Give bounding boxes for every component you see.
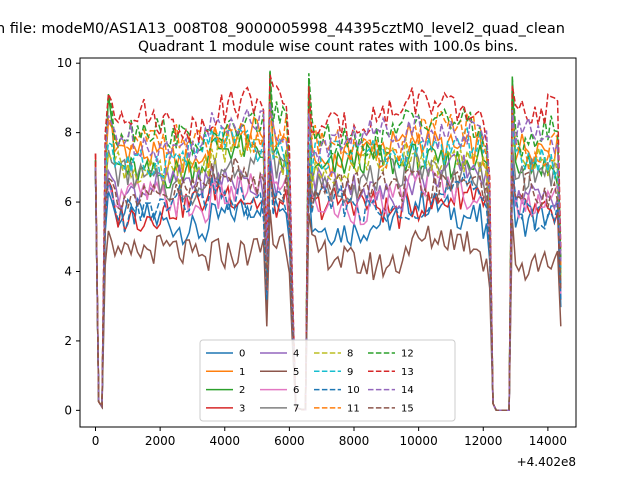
series-line-12 [94,70,562,412]
x-tick-label: 6000 [274,434,305,448]
legend-label-12: 12 [401,349,414,360]
series-line-0 [94,172,562,412]
plot-lines [94,70,562,412]
series-line-10 [94,161,562,412]
chart-title: Quadrant 1 module wise count rates with … [138,39,518,55]
legend-box [199,339,456,422]
y-tick-label: 10 [57,56,72,70]
x-tick-label: 2000 [145,434,176,448]
legend-label-9: 9 [347,367,353,378]
x-tick-label: 12000 [464,434,502,448]
y-tick-label: 0 [64,403,72,417]
legend-label-8: 8 [347,349,353,360]
x-axis-offset-label: +4.402e8 [517,455,576,469]
series-line-7 [94,134,562,412]
x-tick-label: 0 [92,434,100,448]
x-tick-label: 14000 [529,434,567,448]
legend-label-15: 15 [401,403,414,414]
x-axis: 0 2000 4000 6000 8000 10000 12000 14000 [92,427,567,448]
legend-label-6: 6 [293,385,299,396]
legend-label-0: 0 [239,349,245,360]
series-line-8 [94,131,562,412]
series-line-13 [94,74,562,412]
legend-label-4: 4 [293,349,299,360]
x-tick-label: 10000 [400,434,438,448]
figure-suptitle: n file: modeM0/AS1A13_008T08_9000005998_… [0,21,565,37]
series-line-5 [94,170,562,412]
x-tick-label: 8000 [339,434,370,448]
legend-label-5: 5 [293,367,299,378]
series-line-15 [94,155,562,412]
legend-label-13: 13 [401,367,414,378]
axes-frame [79,57,577,428]
series-line-9 [94,124,562,412]
y-tick-label: 4 [64,264,72,278]
x-tick-label: 4000 [209,434,240,448]
y-tick-label: 6 [64,195,72,209]
y-tick-label: 8 [64,126,72,140]
legend-label-7: 7 [293,403,299,414]
legend-label-14: 14 [401,385,414,396]
legend-label-1: 1 [239,367,245,378]
series-line-14 [94,103,562,412]
y-axis: 0 2 4 6 8 10 [57,56,80,417]
legend-label-11: 11 [347,403,360,414]
legend-label-10: 10 [347,385,360,396]
legend-label-3: 3 [239,403,245,414]
legend-label-2: 2 [239,385,245,396]
y-tick-label: 2 [64,334,72,348]
